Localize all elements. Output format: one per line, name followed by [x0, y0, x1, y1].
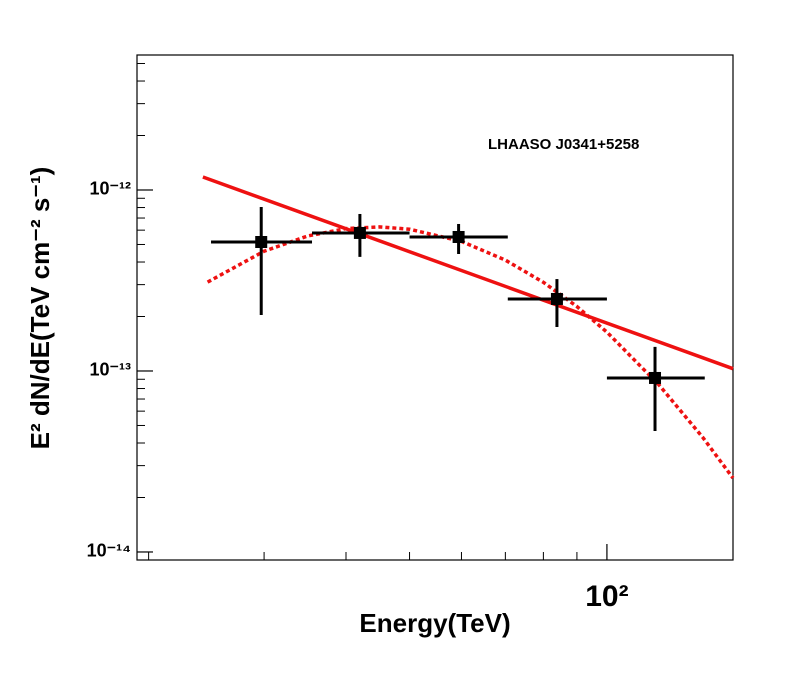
data-point — [255, 236, 268, 249]
data-point — [649, 371, 662, 384]
x-tick-label: 10² — [585, 580, 628, 613]
y-tick-label: 10⁻¹⁴ — [87, 541, 131, 561]
model-curve — [202, 175, 734, 371]
annotation: LHAASO J0341+5258 — [488, 136, 639, 153]
y-tick-label: 10⁻¹² — [89, 179, 131, 199]
y-axis-label: E² dN/dE(TeV cm⁻² s⁻¹) — [25, 167, 55, 450]
data-point — [550, 292, 563, 305]
data-point — [353, 226, 366, 239]
data-point — [452, 230, 465, 243]
y-tick-label: 10⁻¹³ — [89, 360, 131, 380]
x-axis-label: Energy(TeV) — [359, 608, 510, 638]
plot-frame — [136, 54, 734, 561]
